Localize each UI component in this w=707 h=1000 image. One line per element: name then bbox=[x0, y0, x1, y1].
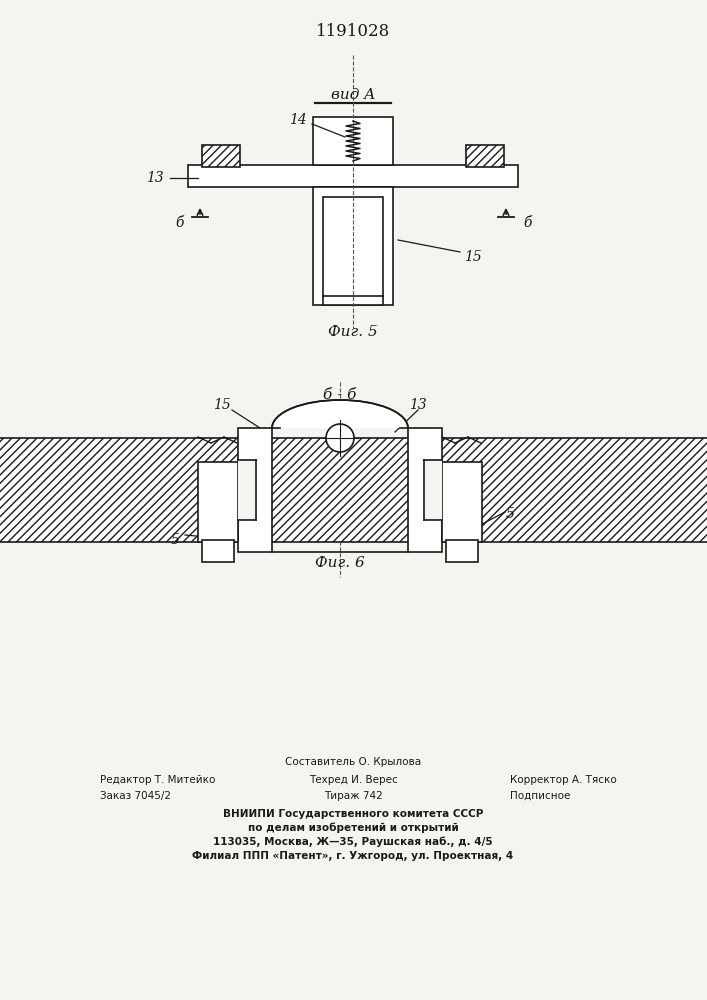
Text: Заказ 7045/2: Заказ 7045/2 bbox=[100, 791, 171, 801]
Polygon shape bbox=[272, 400, 408, 428]
Text: б - б: б - б bbox=[323, 388, 357, 402]
Text: 13: 13 bbox=[146, 171, 164, 185]
Text: 15: 15 bbox=[213, 398, 231, 412]
Text: Подписное: Подписное bbox=[510, 791, 571, 801]
Text: 15: 15 bbox=[464, 250, 482, 264]
Text: Фиг. 6: Фиг. 6 bbox=[315, 556, 365, 570]
Text: 5: 5 bbox=[506, 507, 515, 521]
Bar bbox=[313, 117, 393, 165]
Bar bbox=[238, 428, 272, 552]
Text: ВНИИПИ Государственного комитета СССР: ВНИИПИ Государственного комитета СССР bbox=[223, 809, 483, 819]
Circle shape bbox=[326, 424, 354, 452]
Bar bbox=[466, 145, 504, 167]
Bar bbox=[446, 540, 478, 562]
Text: вид A: вид A bbox=[331, 88, 375, 102]
Bar bbox=[408, 428, 442, 552]
Text: Фиг. 5: Фиг. 5 bbox=[328, 325, 378, 339]
Text: 5: 5 bbox=[170, 533, 180, 547]
Text: Техред И. Верес: Техред И. Верес bbox=[309, 775, 397, 785]
Bar bbox=[188, 165, 518, 187]
Bar bbox=[202, 540, 234, 562]
Bar bbox=[238, 460, 256, 520]
Text: Составитель О. Крылова: Составитель О. Крылова bbox=[285, 757, 421, 767]
Bar bbox=[442, 462, 482, 542]
Text: Филиал ППП «Патент», г. Ужгород, ул. Проектная, 4: Филиал ППП «Патент», г. Ужгород, ул. Про… bbox=[192, 851, 513, 861]
Text: по делам изобретений и открытий: по делам изобретений и открытий bbox=[247, 823, 458, 833]
Text: б: б bbox=[524, 216, 532, 230]
Text: 113035, Москва, Ж—35, Раушская наб., д. 4/5: 113035, Москва, Ж—35, Раушская наб., д. … bbox=[214, 837, 493, 847]
Text: 14: 14 bbox=[289, 113, 307, 127]
Polygon shape bbox=[0, 438, 707, 542]
Bar bbox=[424, 460, 442, 520]
Bar bbox=[323, 296, 383, 305]
Bar bbox=[323, 197, 383, 297]
Bar bbox=[313, 187, 393, 305]
Text: Корректор А. Тяско: Корректор А. Тяско bbox=[510, 775, 617, 785]
Bar bbox=[198, 462, 238, 542]
Text: 1191028: 1191028 bbox=[316, 23, 390, 40]
Bar bbox=[202, 145, 240, 167]
Text: 13: 13 bbox=[409, 398, 427, 412]
Text: б: б bbox=[176, 216, 185, 230]
Text: Тираж 742: Тираж 742 bbox=[324, 791, 382, 801]
Text: Редактор Т. Митейко: Редактор Т. Митейко bbox=[100, 775, 216, 785]
